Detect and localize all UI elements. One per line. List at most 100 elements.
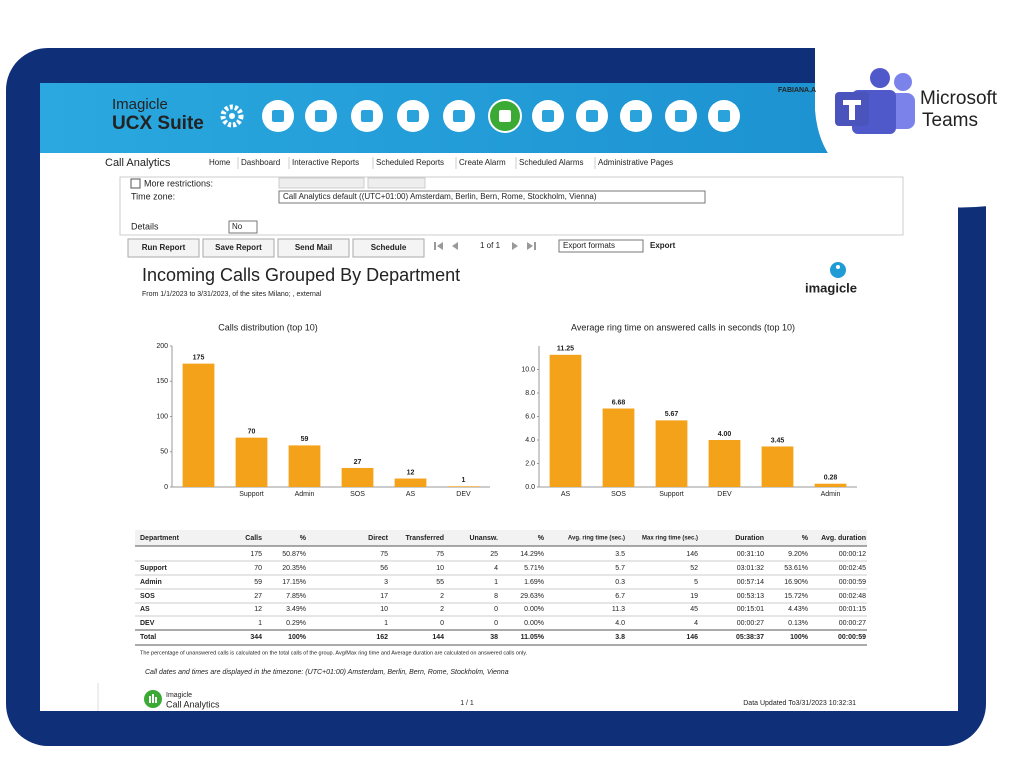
table-cell: Admin bbox=[140, 579, 162, 586]
user-name: FABIANA.A bbox=[778, 87, 816, 94]
y-tick-label: 4.0 bbox=[525, 437, 535, 444]
table-total: 144 bbox=[432, 634, 444, 641]
table-cell: 2 bbox=[440, 606, 444, 613]
table-cell: 00:01:15 bbox=[839, 606, 866, 613]
table-cell: 17 bbox=[380, 593, 388, 600]
table-cell: 00:57:14 bbox=[737, 579, 764, 586]
teams-name: Teams bbox=[922, 110, 978, 131]
nav-link[interactable]: Administrative Pages bbox=[598, 158, 673, 167]
table-cell: 00:00:12 bbox=[839, 551, 866, 558]
table-header-bg bbox=[135, 530, 867, 546]
table-cell: 0.29% bbox=[286, 620, 306, 627]
table-total: 00:00:59 bbox=[838, 634, 866, 641]
x-tick-label: Support bbox=[659, 491, 684, 498]
nav-link[interactable]: Scheduled Reports bbox=[376, 158, 444, 167]
button[interactable] bbox=[277, 238, 350, 258]
data-label: 0.28 bbox=[824, 475, 838, 482]
button-label[interactable]: Run Report bbox=[142, 243, 186, 252]
data-label: 4.00 bbox=[718, 431, 732, 438]
export-select[interactable] bbox=[558, 239, 644, 253]
module-icon-glyph bbox=[542, 110, 554, 122]
data-label: 70 bbox=[248, 428, 256, 435]
data-label: 1 bbox=[462, 477, 466, 484]
table-total: 100% bbox=[288, 634, 307, 641]
table-cell: 5.71% bbox=[524, 565, 544, 572]
bar bbox=[761, 446, 794, 487]
table-cell: 0 bbox=[494, 606, 498, 613]
y-tick-label: 0.0 bbox=[525, 484, 535, 491]
bar bbox=[655, 420, 688, 487]
table-cell: 4 bbox=[694, 620, 698, 627]
module-icon-glyph bbox=[272, 110, 284, 122]
table-cell: 10 bbox=[380, 606, 388, 613]
filter-label: More restrictions: bbox=[144, 178, 213, 188]
y-tick-label: 10.0 bbox=[521, 366, 535, 373]
table-total: 344 bbox=[250, 634, 262, 641]
data-label: 5.67 bbox=[665, 411, 679, 418]
footer-updated: Data Updated To3/31/2023 10:32:31 bbox=[743, 700, 856, 707]
module-title: Call Analytics bbox=[105, 157, 171, 169]
table-cell: 0.00% bbox=[524, 606, 544, 613]
x-tick-label: AS bbox=[561, 491, 571, 498]
table-cell: 12 bbox=[254, 606, 262, 613]
disabled-select bbox=[278, 177, 365, 189]
footer-brand: Call Analytics bbox=[166, 699, 220, 709]
table-cell: 00:00:27 bbox=[839, 620, 866, 627]
filter-label: Time zone: bbox=[131, 191, 175, 201]
nav-link[interactable]: Dashboard bbox=[241, 158, 280, 167]
bar bbox=[549, 354, 582, 487]
x-tick-label: SOS bbox=[611, 491, 626, 498]
gear-icon bbox=[220, 104, 244, 128]
details-select[interactable] bbox=[228, 220, 258, 234]
module-icon-glyph bbox=[586, 110, 598, 122]
table-cell: 6.7 bbox=[615, 593, 625, 600]
footer-logo-mark bbox=[144, 690, 162, 708]
table-total: 162 bbox=[376, 634, 388, 641]
y-tick-label: 50 bbox=[160, 449, 168, 456]
disabled-select bbox=[367, 177, 426, 189]
bar bbox=[235, 437, 268, 487]
button-label[interactable]: Schedule bbox=[371, 243, 407, 252]
button-label[interactable]: Send Mail bbox=[295, 243, 332, 252]
table-cell: 5 bbox=[694, 579, 698, 586]
table-header: Avg. duration bbox=[821, 535, 866, 542]
export-link[interactable]: Export bbox=[650, 241, 676, 250]
data-label: 12 bbox=[407, 469, 415, 476]
table-header: Transferred bbox=[405, 535, 444, 542]
bar bbox=[708, 440, 741, 487]
bar bbox=[814, 483, 847, 487]
x-tick-label: SOS bbox=[350, 491, 365, 498]
select-value: Export formats bbox=[563, 241, 615, 250]
button-label[interactable]: Save Report bbox=[215, 243, 262, 252]
table-cell: 00:02:45 bbox=[839, 565, 866, 572]
module-icon-glyph bbox=[407, 110, 419, 122]
table-total: 05:38:37 bbox=[736, 634, 764, 641]
button[interactable] bbox=[202, 238, 275, 258]
button[interactable] bbox=[352, 238, 425, 258]
nav-link[interactable]: Create Alarm bbox=[459, 158, 506, 167]
time-zone-select[interactable] bbox=[278, 190, 706, 204]
table-cell: 4.0 bbox=[615, 620, 625, 627]
table-header: Department bbox=[140, 535, 180, 542]
table-total: 38 bbox=[490, 634, 498, 641]
bar bbox=[447, 486, 480, 487]
table-cell: DEV bbox=[140, 620, 155, 627]
table-cell: 53.61% bbox=[784, 565, 808, 572]
y-tick-label: 2.0 bbox=[525, 460, 535, 467]
imagicle-logo-mark bbox=[830, 262, 846, 278]
checkbox[interactable] bbox=[130, 178, 141, 189]
table-cell: 9.20% bbox=[788, 551, 808, 558]
x-tick-label: DEV bbox=[456, 491, 471, 498]
nav-link[interactable]: Home bbox=[209, 158, 231, 167]
button[interactable] bbox=[127, 238, 200, 258]
table-cell: 16.90% bbox=[784, 579, 808, 586]
module-icon-glyph bbox=[453, 110, 465, 122]
table-cell: 1 bbox=[258, 620, 262, 627]
table-header: Duration bbox=[735, 535, 764, 542]
nav-link[interactable]: Interactive Reports bbox=[292, 158, 359, 167]
module-icons bbox=[262, 99, 740, 133]
table-cell: 1 bbox=[384, 620, 388, 627]
report-subtitle: From 1/1/2023 to 3/31/2023, of the sites… bbox=[142, 291, 322, 298]
nav-link[interactable]: Scheduled Alarms bbox=[519, 158, 583, 167]
